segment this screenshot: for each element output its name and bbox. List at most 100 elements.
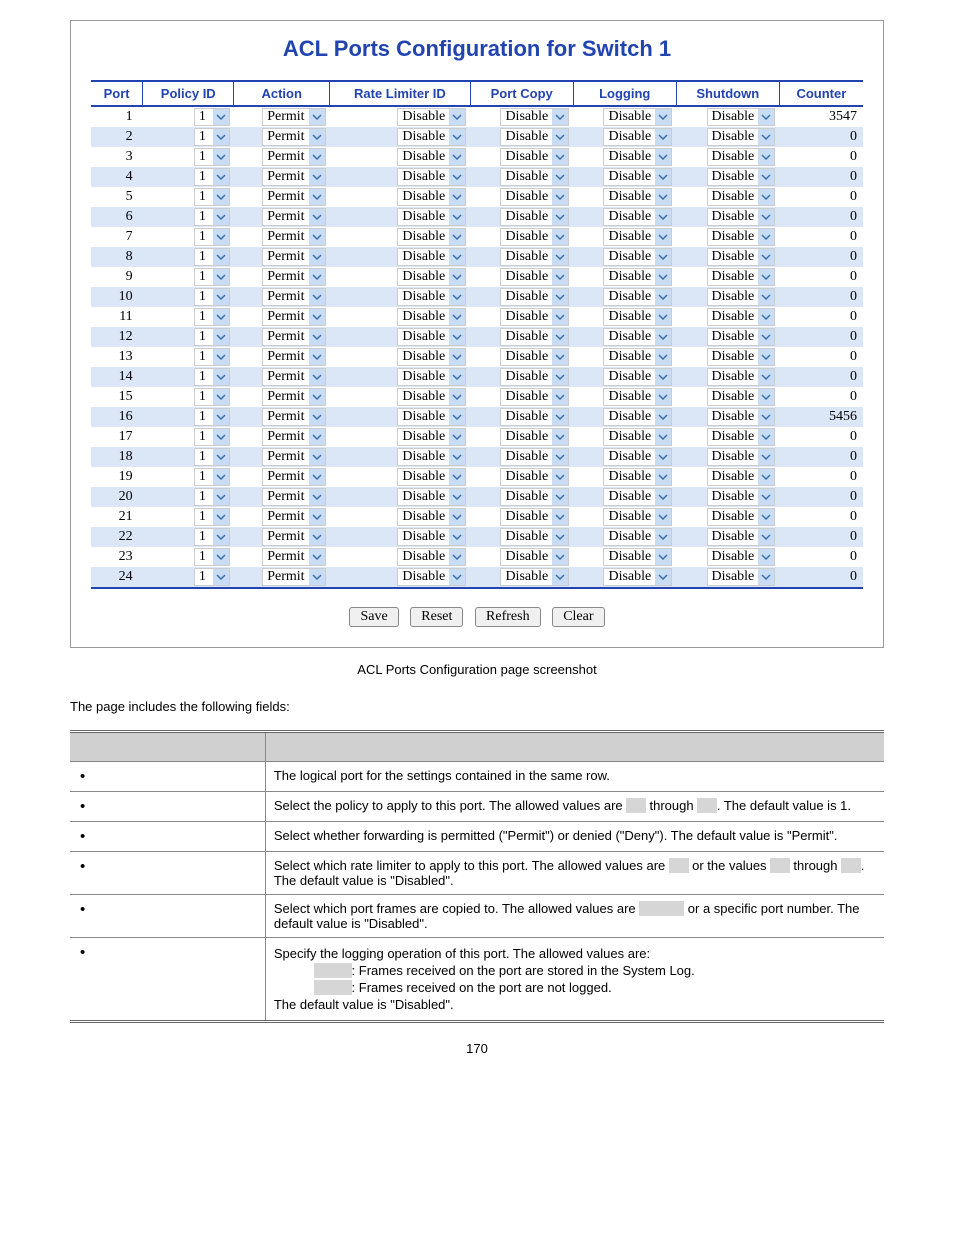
logging-dropdown[interactable]: Disable — [603, 548, 672, 566]
port-copy-dropdown[interactable]: Disable — [500, 548, 569, 566]
port-copy-dropdown[interactable]: Disable — [500, 568, 569, 586]
rate-limiter-dropdown[interactable]: Disable — [397, 128, 466, 146]
shutdown-dropdown[interactable]: Disable — [707, 388, 776, 406]
action-dropdown[interactable]: Permit — [262, 308, 325, 326]
policy-dropdown[interactable]: 1 — [194, 108, 230, 126]
shutdown-dropdown[interactable]: Disable — [707, 508, 776, 526]
save-button[interactable]: Save — [349, 607, 398, 627]
rate-limiter-dropdown[interactable]: Disable — [397, 528, 466, 546]
logging-dropdown[interactable]: Disable — [603, 108, 672, 126]
policy-dropdown[interactable]: 1 — [194, 168, 230, 186]
action-dropdown[interactable]: Permit — [262, 228, 325, 246]
rate-limiter-dropdown[interactable]: Disable — [397, 248, 466, 266]
shutdown-dropdown[interactable]: Disable — [707, 108, 776, 126]
rate-limiter-dropdown[interactable]: Disable — [397, 108, 466, 126]
action-dropdown[interactable]: Permit — [262, 168, 325, 186]
shutdown-dropdown[interactable]: Disable — [707, 228, 776, 246]
policy-dropdown[interactable]: 1 — [194, 188, 230, 206]
action-dropdown[interactable]: Permit — [262, 448, 325, 466]
logging-dropdown[interactable]: Disable — [603, 448, 672, 466]
logging-dropdown[interactable]: Disable — [603, 288, 672, 306]
logging-dropdown[interactable]: Disable — [603, 308, 672, 326]
logging-dropdown[interactable]: Disable — [603, 348, 672, 366]
port-copy-dropdown[interactable]: Disable — [500, 208, 569, 226]
rate-limiter-dropdown[interactable]: Disable — [397, 348, 466, 366]
action-dropdown[interactable]: Permit — [262, 268, 325, 286]
policy-dropdown[interactable]: 1 — [194, 528, 230, 546]
logging-dropdown[interactable]: Disable — [603, 528, 672, 546]
logging-dropdown[interactable]: Disable — [603, 328, 672, 346]
rate-limiter-dropdown[interactable]: Disable — [397, 168, 466, 186]
logging-dropdown[interactable]: Disable — [603, 408, 672, 426]
rate-limiter-dropdown[interactable]: Disable — [397, 508, 466, 526]
logging-dropdown[interactable]: Disable — [603, 188, 672, 206]
policy-dropdown[interactable]: 1 — [194, 448, 230, 466]
shutdown-dropdown[interactable]: Disable — [707, 148, 776, 166]
policy-dropdown[interactable]: 1 — [194, 388, 230, 406]
action-dropdown[interactable]: Permit — [262, 288, 325, 306]
policy-dropdown[interactable]: 1 — [194, 408, 230, 426]
port-copy-dropdown[interactable]: Disable — [500, 508, 569, 526]
port-copy-dropdown[interactable]: Disable — [500, 288, 569, 306]
port-copy-dropdown[interactable]: Disable — [500, 248, 569, 266]
port-copy-dropdown[interactable]: Disable — [500, 368, 569, 386]
shutdown-dropdown[interactable]: Disable — [707, 268, 776, 286]
action-dropdown[interactable]: Permit — [262, 368, 325, 386]
shutdown-dropdown[interactable]: Disable — [707, 368, 776, 386]
action-dropdown[interactable]: Permit — [262, 468, 325, 486]
shutdown-dropdown[interactable]: Disable — [707, 168, 776, 186]
logging-dropdown[interactable]: Disable — [603, 508, 672, 526]
logging-dropdown[interactable]: Disable — [603, 228, 672, 246]
port-copy-dropdown[interactable]: Disable — [500, 428, 569, 446]
rate-limiter-dropdown[interactable]: Disable — [397, 188, 466, 206]
rate-limiter-dropdown[interactable]: Disable — [397, 568, 466, 586]
reset-button[interactable]: Reset — [410, 607, 463, 627]
rate-limiter-dropdown[interactable]: Disable — [397, 408, 466, 426]
action-dropdown[interactable]: Permit — [262, 148, 325, 166]
action-dropdown[interactable]: Permit — [262, 328, 325, 346]
policy-dropdown[interactable]: 1 — [194, 348, 230, 366]
rate-limiter-dropdown[interactable]: Disable — [397, 468, 466, 486]
action-dropdown[interactable]: Permit — [262, 528, 325, 546]
port-copy-dropdown[interactable]: Disable — [500, 268, 569, 286]
logging-dropdown[interactable]: Disable — [603, 428, 672, 446]
policy-dropdown[interactable]: 1 — [194, 148, 230, 166]
action-dropdown[interactable]: Permit — [262, 388, 325, 406]
port-copy-dropdown[interactable]: Disable — [500, 148, 569, 166]
rate-limiter-dropdown[interactable]: Disable — [397, 148, 466, 166]
policy-dropdown[interactable]: 1 — [194, 128, 230, 146]
policy-dropdown[interactable]: 1 — [194, 328, 230, 346]
port-copy-dropdown[interactable]: Disable — [500, 228, 569, 246]
shutdown-dropdown[interactable]: Disable — [707, 248, 776, 266]
action-dropdown[interactable]: Permit — [262, 188, 325, 206]
port-copy-dropdown[interactable]: Disable — [500, 388, 569, 406]
refresh-button[interactable]: Refresh — [475, 607, 541, 627]
action-dropdown[interactable]: Permit — [262, 248, 325, 266]
logging-dropdown[interactable]: Disable — [603, 208, 672, 226]
port-copy-dropdown[interactable]: Disable — [500, 468, 569, 486]
shutdown-dropdown[interactable]: Disable — [707, 468, 776, 486]
port-copy-dropdown[interactable]: Disable — [500, 168, 569, 186]
shutdown-dropdown[interactable]: Disable — [707, 128, 776, 146]
policy-dropdown[interactable]: 1 — [194, 548, 230, 566]
rate-limiter-dropdown[interactable]: Disable — [397, 308, 466, 326]
port-copy-dropdown[interactable]: Disable — [500, 448, 569, 466]
action-dropdown[interactable]: Permit — [262, 348, 325, 366]
action-dropdown[interactable]: Permit — [262, 408, 325, 426]
logging-dropdown[interactable]: Disable — [603, 128, 672, 146]
policy-dropdown[interactable]: 1 — [194, 268, 230, 286]
rate-limiter-dropdown[interactable]: Disable — [397, 488, 466, 506]
logging-dropdown[interactable]: Disable — [603, 568, 672, 586]
logging-dropdown[interactable]: Disable — [603, 148, 672, 166]
logging-dropdown[interactable]: Disable — [603, 168, 672, 186]
shutdown-dropdown[interactable]: Disable — [707, 528, 776, 546]
policy-dropdown[interactable]: 1 — [194, 508, 230, 526]
rate-limiter-dropdown[interactable]: Disable — [397, 228, 466, 246]
port-copy-dropdown[interactable]: Disable — [500, 528, 569, 546]
action-dropdown[interactable]: Permit — [262, 108, 325, 126]
shutdown-dropdown[interactable]: Disable — [707, 488, 776, 506]
policy-dropdown[interactable]: 1 — [194, 568, 230, 586]
rate-limiter-dropdown[interactable]: Disable — [397, 448, 466, 466]
policy-dropdown[interactable]: 1 — [194, 288, 230, 306]
shutdown-dropdown[interactable]: Disable — [707, 288, 776, 306]
